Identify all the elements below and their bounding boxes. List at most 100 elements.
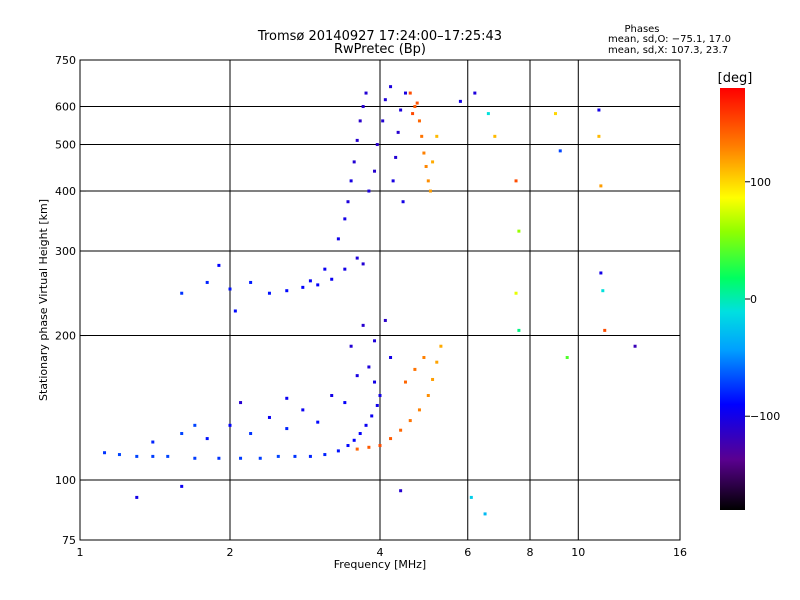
data-point (316, 283, 320, 287)
data-point (285, 427, 289, 431)
y-tick-label: 100 (55, 474, 76, 487)
data-point (439, 344, 443, 348)
data-point (285, 289, 289, 293)
data-point (565, 355, 569, 359)
data-point (217, 456, 221, 460)
data-point (373, 169, 377, 173)
colorbar-ticks: 100 0 −100 (745, 176, 780, 423)
data-point (401, 200, 405, 204)
data-point (373, 380, 377, 384)
data-point (308, 279, 312, 283)
chart-subtitle: RwPretec (Bp) (334, 42, 426, 57)
x-tick-label: 8 (527, 546, 534, 559)
data-point (364, 91, 368, 95)
data-point (258, 456, 262, 460)
data-point (426, 394, 430, 398)
data-point (422, 151, 426, 155)
plot-area: 1 2 4 6 8 10 16 75 100 200 300 400 500 600 750 (55, 54, 687, 559)
data-point (413, 367, 417, 371)
data-point (308, 454, 312, 458)
data-point (378, 444, 382, 448)
data-point (413, 105, 417, 109)
data-point (389, 355, 393, 359)
data-point (483, 512, 487, 516)
data-point (355, 374, 359, 378)
data-point (346, 444, 350, 448)
data-point (389, 85, 393, 89)
phase-stats-x: mean, sd,X: 107.3, 23.7 (608, 45, 728, 56)
y-axis-label: Stationary phase Virtual Height [km] (37, 199, 50, 401)
data-point (514, 291, 518, 295)
data-point (399, 428, 403, 432)
x-tick-label: 10 (571, 546, 585, 559)
data-point (355, 256, 359, 260)
data-point (633, 344, 637, 348)
data-point (431, 377, 435, 381)
chart-title: Tromsø 20140927 17:24:00–17:25:43 (257, 29, 502, 44)
data-point (408, 91, 412, 95)
data-point (364, 423, 368, 427)
data-point (228, 287, 232, 291)
data-point (373, 339, 377, 343)
data-point (378, 394, 382, 398)
data-point (301, 285, 305, 289)
data-point (117, 453, 121, 457)
data-point (239, 401, 243, 405)
data-point (349, 344, 353, 348)
data-point (205, 437, 209, 441)
data-point (233, 309, 237, 313)
data-point (381, 119, 385, 123)
data-point (336, 449, 340, 453)
x-tick-label: 16 (673, 546, 687, 559)
data-point (343, 217, 347, 221)
data-point (276, 454, 280, 458)
y-tick-label: 75 (62, 534, 76, 547)
colorbar-tick-label: −100 (750, 410, 780, 423)
data-point (180, 484, 184, 488)
data-point (323, 453, 327, 457)
data-point (301, 408, 305, 412)
y-tick-label: 200 (55, 330, 76, 343)
data-point (435, 360, 439, 364)
data-point (486, 112, 490, 116)
x-axis-ticks: 1 2 4 6 8 10 16 (77, 546, 688, 559)
data-point (166, 454, 170, 458)
data-point (458, 99, 462, 103)
data-point (361, 105, 365, 109)
data-point (415, 101, 419, 105)
data-point (352, 438, 356, 442)
data-point (205, 280, 209, 284)
data-point (180, 291, 184, 295)
data-point (517, 328, 521, 332)
data-point (493, 134, 497, 138)
data-point (343, 267, 347, 271)
data-point (193, 456, 197, 460)
grid-lines (79, 60, 681, 540)
data-point (514, 179, 518, 183)
data-points (103, 85, 637, 516)
data-point (389, 437, 393, 441)
data-point (422, 355, 426, 359)
data-point (370, 414, 374, 418)
colorbar-tick-label: 100 (750, 176, 771, 189)
data-point (135, 454, 139, 458)
data-point (151, 454, 155, 458)
data-point (285, 396, 289, 400)
y-tick-label: 750 (55, 54, 76, 67)
y-tick-label: 500 (55, 139, 76, 152)
data-point (375, 403, 379, 407)
data-point (103, 451, 107, 455)
data-point (217, 263, 221, 267)
data-point (180, 432, 184, 436)
data-point (330, 394, 334, 398)
data-point (420, 134, 424, 138)
data-point (358, 432, 362, 436)
data-point (601, 289, 605, 293)
data-point (228, 423, 232, 427)
data-point (435, 134, 439, 138)
data-point (553, 112, 557, 116)
data-point (239, 456, 243, 460)
data-point (249, 432, 253, 436)
data-point (394, 155, 398, 159)
